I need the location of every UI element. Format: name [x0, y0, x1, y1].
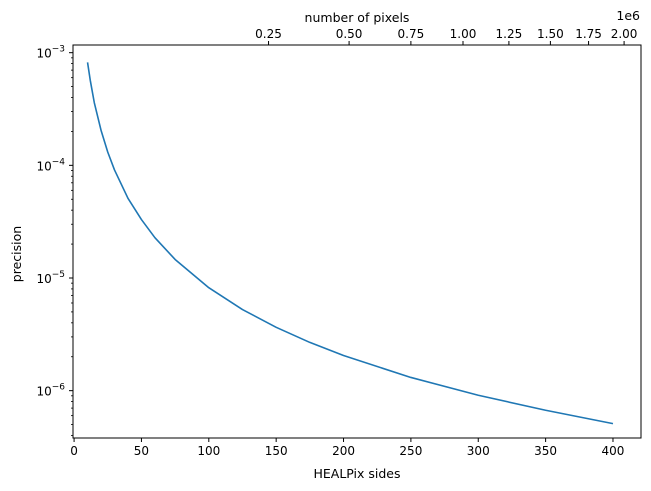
top-x-axis-label: number of pixels [305, 10, 410, 25]
top-x-axis-offset-label: 1e6 [616, 8, 640, 23]
y-tick-label: 10−6 [36, 383, 65, 399]
top-x-tick-label: 0.25 [255, 27, 282, 41]
top-x-tick-label: 2.00 [611, 27, 638, 41]
plot-area [86, 62, 614, 425]
top-x-tick-label: 1.50 [537, 27, 564, 41]
x-tick-label: 150 [265, 444, 288, 458]
y-axis-label: precision [9, 226, 24, 282]
x-tick-label: 100 [197, 444, 220, 458]
x-tick-label: 200 [332, 444, 355, 458]
axes-frame [72, 44, 642, 439]
top-x-tick-label: 0.75 [398, 27, 425, 41]
x-tick-label: 0 [70, 444, 78, 458]
x-tick-label: 300 [467, 444, 490, 458]
y-tick-label: 10−5 [36, 270, 65, 286]
ticks: 0 50 100 150 200 250 300 350 400 0.25 0.50 0.75 1.00… [36, 27, 637, 458]
x-tick-label: 400 [602, 444, 625, 458]
x-tick-label: 350 [534, 444, 557, 458]
x-axis-label: HEALPix sides [313, 466, 400, 481]
top-x-tick-label: 1.25 [496, 27, 523, 41]
top-x-tick-label: 1.00 [450, 27, 477, 41]
y-tick-label: 10−3 [36, 45, 65, 61]
x-tick-label: 50 [134, 444, 149, 458]
y-tick-label: 10−4 [36, 157, 65, 173]
top-x-tick-label: 1.75 [575, 27, 602, 41]
top-x-tick-label: 0.50 [336, 27, 363, 41]
series-line-0 [86, 62, 614, 425]
x-tick-label: 250 [399, 444, 422, 458]
